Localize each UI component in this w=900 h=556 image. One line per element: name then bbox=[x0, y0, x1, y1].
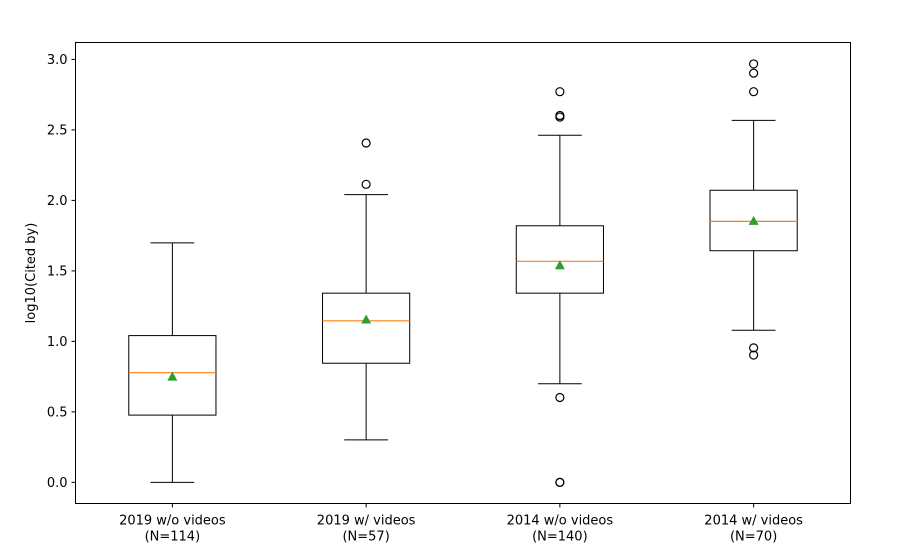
outlier-point bbox=[749, 87, 759, 97]
box-group bbox=[515, 87, 604, 487]
box-group bbox=[128, 242, 217, 483]
y-axis-label: log10(Cited by) bbox=[24, 223, 39, 324]
x-tick-label-count: (N=70) bbox=[730, 530, 777, 545]
outlier-point bbox=[555, 477, 565, 487]
outlier-point bbox=[749, 350, 759, 360]
x-tick-label: 2014 w/o videos bbox=[507, 514, 614, 529]
box-group bbox=[709, 59, 798, 360]
outlier-point bbox=[749, 68, 759, 78]
x-tick-label-count: (N=114) bbox=[145, 530, 201, 545]
x-tick-label-count: (N=57) bbox=[342, 530, 389, 545]
mean-marker bbox=[167, 371, 178, 381]
x-tick-label-count: (N=140) bbox=[532, 530, 588, 545]
y-tick-label: 1.0 bbox=[47, 335, 68, 350]
x-tick-label: 2019 w/ videos bbox=[317, 514, 416, 529]
iqr-box bbox=[515, 225, 604, 294]
outlier-point bbox=[555, 87, 565, 97]
y-tick-label: 2.0 bbox=[47, 194, 68, 209]
outlier-point bbox=[361, 138, 371, 148]
x-axis: 2019 w/o videos(N=114) 2019 w/ videos(N=5… bbox=[119, 503, 803, 545]
box-group bbox=[322, 138, 411, 441]
y-tick-label: 3.0 bbox=[47, 53, 68, 68]
iqr-box bbox=[709, 189, 798, 252]
outlier-point bbox=[361, 179, 371, 189]
outlier-point bbox=[555, 392, 565, 403]
x-tick-label: 2014 w/ videos bbox=[704, 514, 803, 529]
x-tick-label: 2019 w/o videos bbox=[119, 514, 226, 529]
y-axis: 0.0 0.5 1.0 1.5 2.0 2.5 3.0 bbox=[47, 53, 76, 491]
y-tick-label: 0.0 bbox=[47, 476, 68, 491]
mean-marker bbox=[748, 215, 759, 225]
y-tick-label: 2.5 bbox=[47, 123, 68, 138]
outlier-point bbox=[749, 59, 759, 69]
mean-marker bbox=[361, 314, 372, 324]
boxes-layer bbox=[128, 59, 798, 487]
y-tick-label: 1.5 bbox=[47, 264, 68, 279]
iqr-box bbox=[128, 335, 217, 416]
outlier-point bbox=[749, 343, 759, 353]
iqr-box bbox=[322, 292, 411, 364]
mean-marker bbox=[554, 260, 565, 270]
plot-frame bbox=[75, 42, 851, 504]
outlier-point bbox=[555, 110, 565, 121]
y-tick-label: 0.5 bbox=[47, 405, 68, 420]
